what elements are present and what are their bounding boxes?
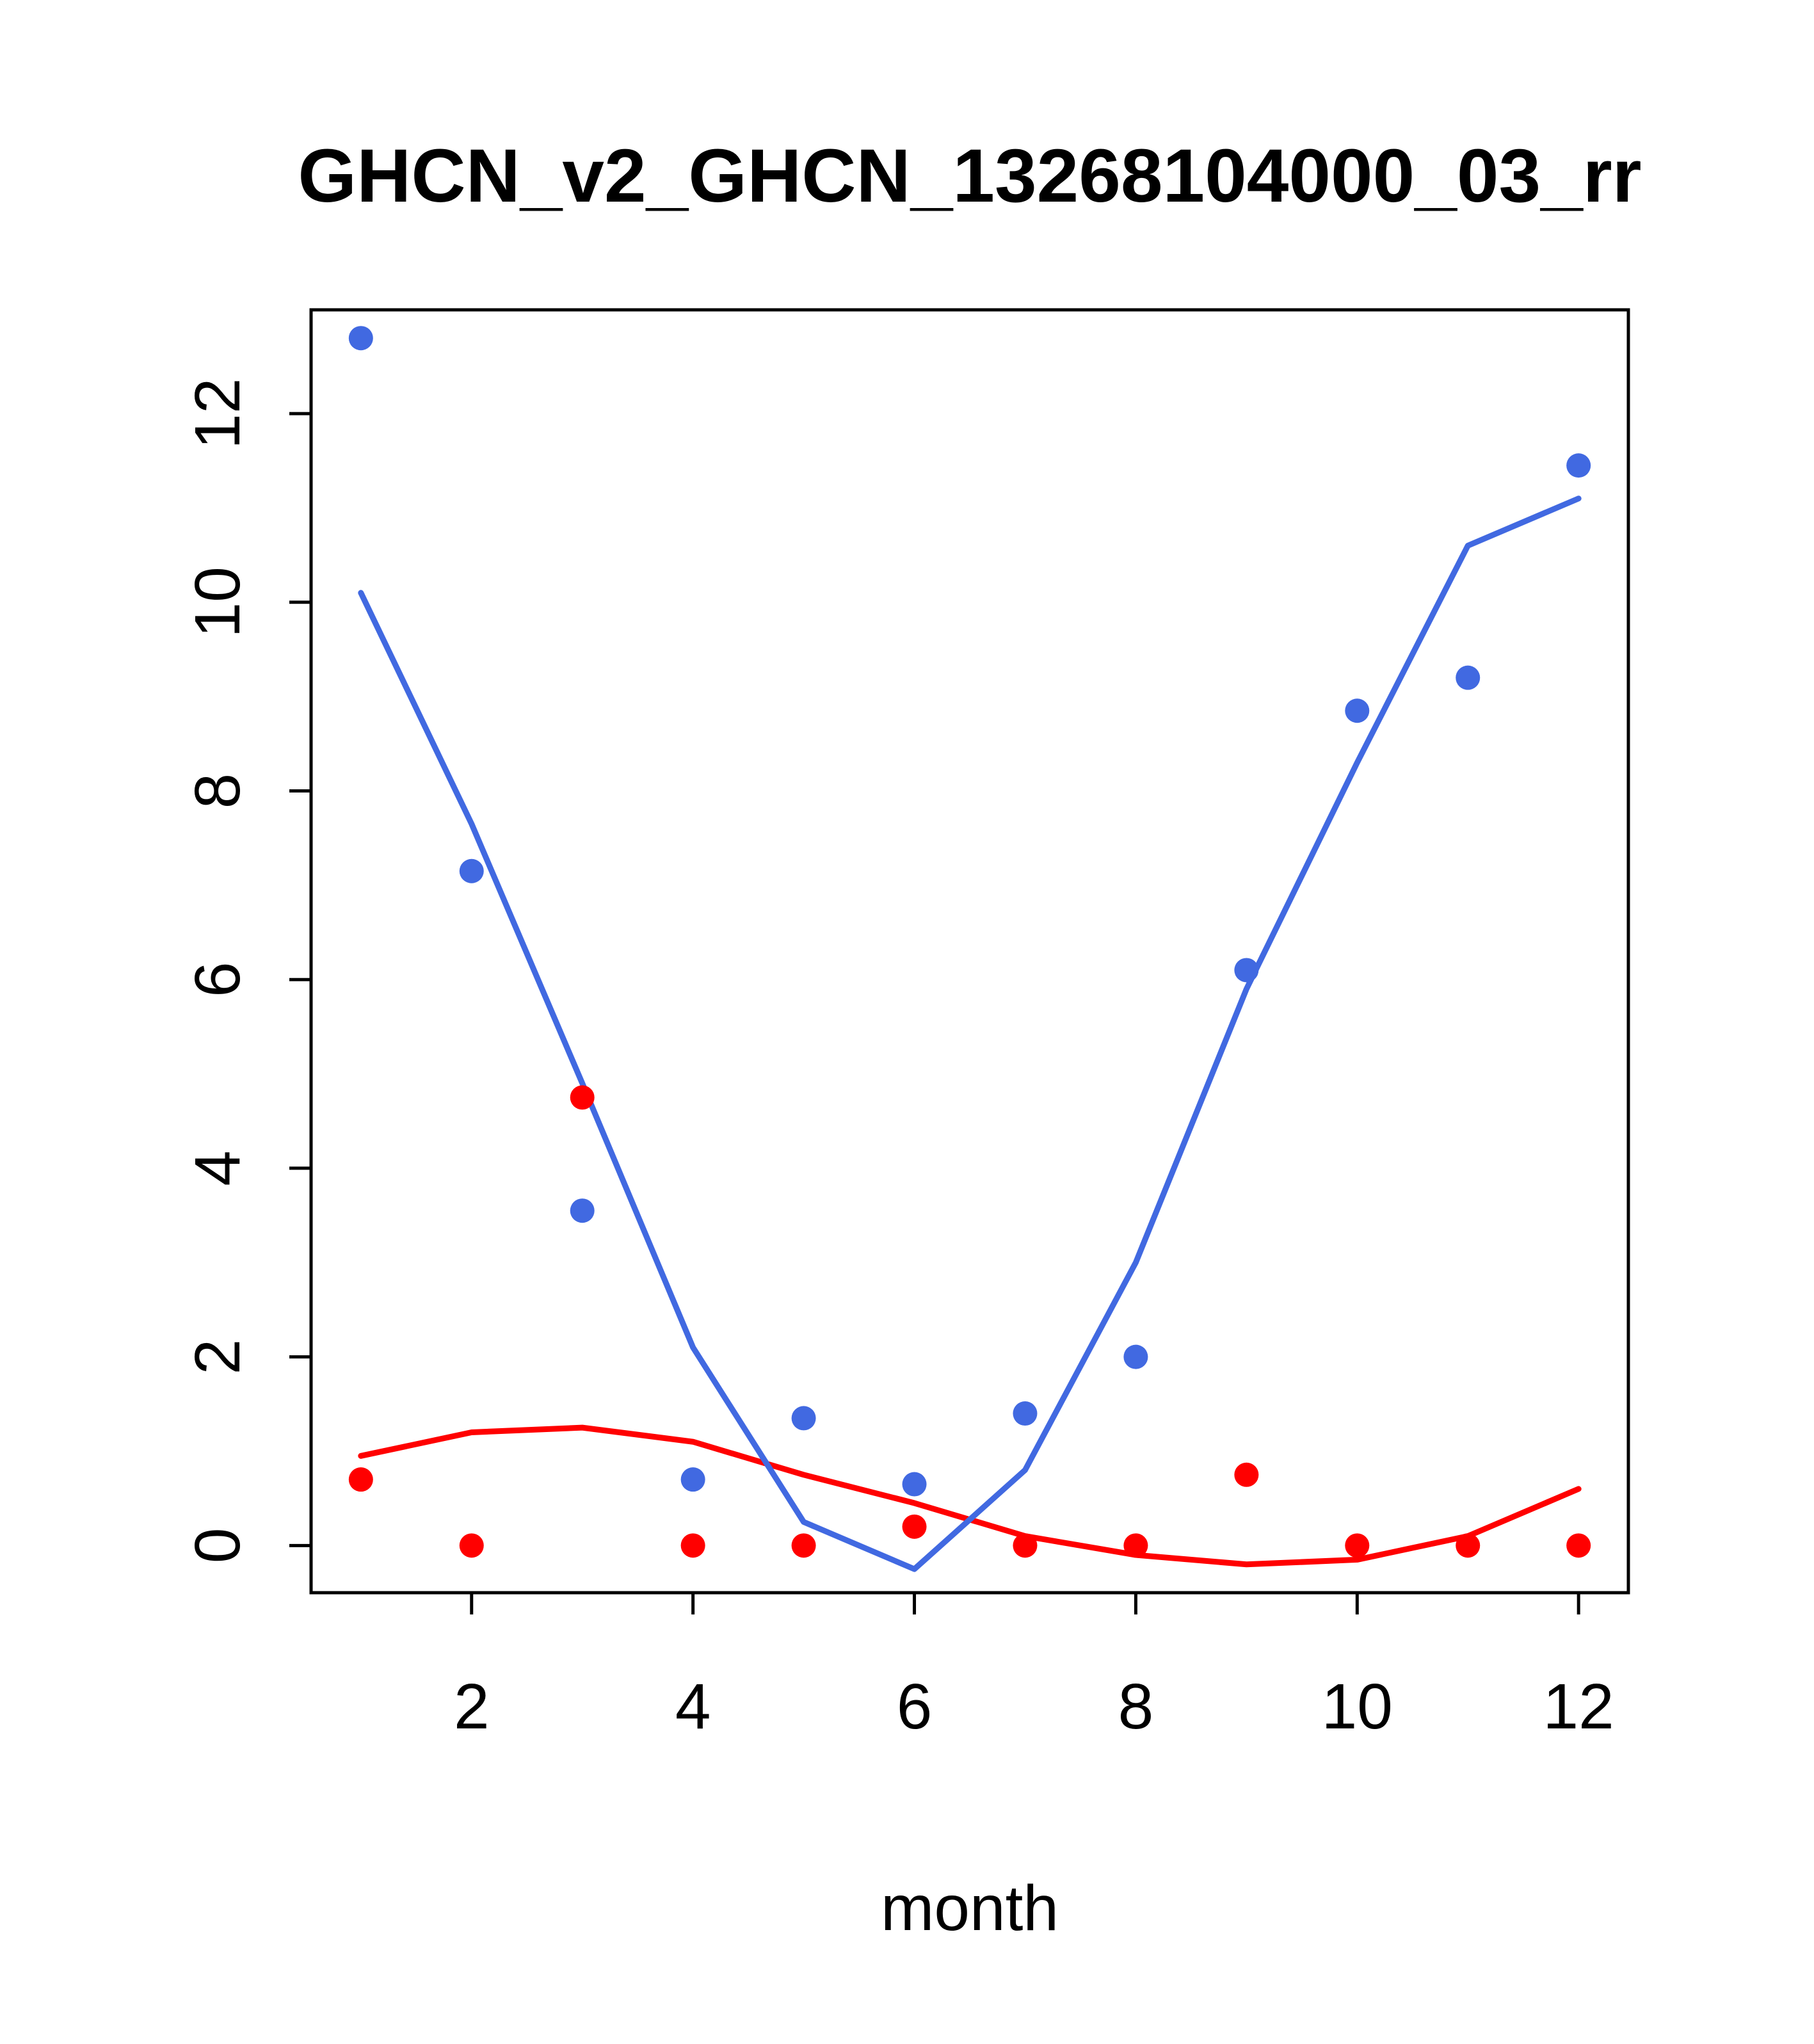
y-tick-label: 8 bbox=[182, 773, 253, 809]
blue-point bbox=[1345, 698, 1370, 723]
x-tick-label: 8 bbox=[1118, 1671, 1154, 1742]
red-point bbox=[902, 1514, 927, 1539]
blue-point bbox=[902, 1472, 927, 1497]
red-point bbox=[680, 1533, 705, 1558]
blue-point bbox=[680, 1467, 705, 1492]
blue-point bbox=[348, 326, 373, 351]
y-tick-label: 10 bbox=[182, 567, 253, 638]
red-fit-line bbox=[358, 1424, 1582, 1568]
x-tick-label: 6 bbox=[897, 1671, 933, 1742]
red-point bbox=[1566, 1533, 1591, 1558]
blue-point bbox=[1566, 453, 1591, 478]
red-point bbox=[348, 1467, 373, 1492]
x-axis-label: month bbox=[881, 1872, 1059, 1944]
blue-point bbox=[791, 1406, 816, 1431]
red-point bbox=[1123, 1533, 1148, 1558]
blue-point bbox=[459, 858, 484, 883]
red-point bbox=[1013, 1533, 1038, 1558]
x-tick-label: 10 bbox=[1322, 1671, 1393, 1742]
y-tick-label: 2 bbox=[182, 1339, 253, 1375]
chart-title: GHCN_v2_GHCN_13268104000_03_rr bbox=[298, 134, 1641, 218]
blue-point bbox=[1456, 665, 1481, 690]
x-tick-label: 2 bbox=[454, 1671, 490, 1742]
y-tick-label: 0 bbox=[182, 1528, 253, 1564]
blue-fit-line bbox=[358, 495, 1582, 1572]
red-point bbox=[570, 1085, 595, 1110]
x-tick-label: 4 bbox=[675, 1671, 711, 1742]
red-point bbox=[791, 1533, 816, 1558]
red-point bbox=[1345, 1533, 1370, 1558]
blue-point bbox=[570, 1198, 595, 1223]
y-tick-label: 4 bbox=[182, 1150, 253, 1186]
y-tick-label: 12 bbox=[182, 378, 253, 449]
blue-point bbox=[1123, 1344, 1148, 1369]
blue-point bbox=[1013, 1401, 1038, 1426]
red-point bbox=[459, 1533, 484, 1558]
blue-point bbox=[1234, 958, 1259, 983]
red-point bbox=[1234, 1462, 1259, 1487]
plot-border bbox=[309, 308, 1630, 1595]
x-tick-label: 12 bbox=[1543, 1671, 1614, 1742]
y-tick-label: 6 bbox=[182, 962, 253, 997]
red-point bbox=[1456, 1533, 1481, 1558]
plot-area: 2 4 6 8 10 12 0 2 4 6 8 10 12 bbox=[182, 308, 1630, 1742]
